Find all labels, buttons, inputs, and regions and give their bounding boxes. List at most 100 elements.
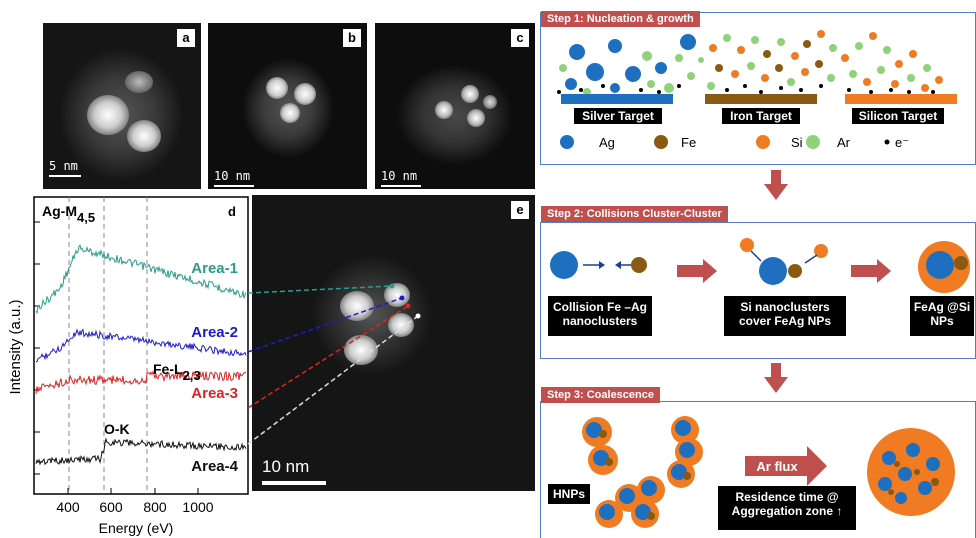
step1-title: Step 1: Nucleation & growth [541, 11, 700, 27]
legend-e: e⁻ [895, 135, 909, 150]
down-arrow-1 [764, 170, 788, 200]
step3-title: Step 3: Coalescence [541, 387, 660, 403]
panel-label-d-box [223, 202, 241, 220]
connector-area-3 [247, 305, 409, 409]
species-legend: Ag Fe Si Ar e⁻ [560, 135, 909, 150]
iron-target-plate [705, 94, 817, 104]
panel-label-a: a [177, 29, 195, 47]
eels-spectrum-panel: 400 600 800 1000 Energy (eV) Intensity (… [7, 196, 249, 536]
x-tick-1000: 1000 [182, 499, 213, 515]
connector-area-1 [247, 285, 393, 294]
legend-si: Si [791, 135, 803, 150]
panel-label-b: b [343, 29, 361, 47]
point-area-4 [415, 313, 421, 319]
nanoparticle [125, 71, 153, 93]
silver-target-plate [561, 94, 673, 104]
nanoparticle [127, 120, 161, 152]
scale-label-b: 10 nm [214, 169, 251, 183]
coalesced-particle [867, 428, 955, 516]
silver-target-label: Silver Target [582, 109, 654, 123]
legend-ag: Ag [599, 135, 615, 150]
silicon-target-plate [845, 94, 957, 104]
point-area-2 [399, 295, 405, 301]
scale-label-a: 5 nm [49, 159, 78, 173]
nanoparticle [461, 85, 479, 103]
ar-flux-label: Ar flux [756, 459, 798, 474]
step1-diagram: Silver Target Iron Target Silicon Target… [557, 30, 957, 150]
step2-arrow-2 [851, 259, 891, 283]
spectrum-area-4 [35, 437, 247, 466]
nanoparticle [87, 95, 129, 135]
scale-bar-a: 5 nm [49, 159, 109, 177]
nanoparticle [340, 291, 374, 321]
nanoparticle [467, 109, 485, 127]
down-arrow-2 [764, 363, 788, 393]
y-axis-label: Intensity (a.u.) [7, 299, 24, 394]
fe-cluster [631, 257, 647, 273]
hnp-cluster-1 [582, 417, 618, 475]
tem-panel-e: e 10 nm [252, 195, 535, 491]
silicon-target-particles [841, 32, 943, 94]
iron-target-label-bg [722, 108, 800, 124]
residence-time-label: Residence time @ Aggregation zone ↑ [718, 486, 856, 530]
legend-fe: Fe [681, 135, 696, 150]
legend-ar: Ar [837, 135, 851, 150]
nanoparticle [294, 83, 316, 105]
silver-target-particles [557, 34, 704, 96]
point-area-3 [405, 303, 411, 309]
nanoparticle [266, 77, 288, 99]
hnp-cluster-2 [667, 416, 703, 488]
hnps-label: HNPs [548, 484, 590, 504]
step2-label-feag-si: FeAg @Si NPs [910, 296, 974, 336]
panel-label-d: d [228, 204, 236, 219]
edge-label-ag: Ag-M4,5 [42, 203, 95, 225]
step2-title: Step 2: Collisions Cluster-Cluster [541, 206, 728, 222]
point-area-1 [389, 283, 395, 289]
panel-label-e: e [511, 201, 529, 219]
ar-flux-arrow [745, 446, 827, 486]
step2-label-si-cover: Si nanoclusters cover FeAg NPs [724, 296, 846, 336]
area-1-label: Area-1 [191, 260, 238, 277]
iron-target-particles [707, 30, 837, 94]
connector-area-4 [247, 315, 419, 445]
area-4-label: Area-4 [191, 458, 238, 475]
step2-label-collision: Collision Fe –Ag nanoclusters [548, 296, 652, 336]
tem-panel-b: b 10 nm [208, 23, 367, 189]
area-2-label: Area-2 [191, 324, 238, 341]
spectrum-area-1 [35, 244, 247, 315]
spectrum-area-2 [35, 328, 247, 363]
x-axis-label: Energy (eV) [99, 520, 174, 536]
tem-panel-a: a 5 nm [43, 23, 201, 189]
step3-diagram: Ar flux [582, 416, 955, 528]
x-tick-400: 400 [56, 499, 80, 515]
connector-area-2 [247, 297, 403, 353]
nanoparticle [388, 313, 414, 337]
step2-arrow-1 [677, 259, 717, 283]
step2-diagram [550, 238, 970, 293]
nanoparticle [435, 101, 453, 119]
tem-panel-c: c 10 nm [375, 23, 535, 189]
silicon-target-label: Silicon Target [859, 109, 937, 123]
scale-label-c: 10 nm [381, 169, 418, 183]
scale-label-e: 10 nm [262, 457, 310, 476]
edge-label-o: O-K [104, 421, 130, 437]
feag-ag-core [759, 257, 787, 285]
x-tick-800: 800 [143, 499, 167, 515]
hnp-cluster-3 [595, 476, 665, 528]
scale-bar-c: 10 nm [381, 169, 441, 187]
nanoparticle [483, 95, 497, 109]
spectrum-area-3 [35, 370, 247, 394]
iron-target-label: Iron Target [730, 109, 792, 123]
panel-label-c: c [511, 29, 529, 47]
silicon-target-label-bg [852, 108, 944, 124]
x-ticks [67, 488, 199, 494]
scale-bar-b: 10 nm [214, 169, 274, 187]
ag-cluster [550, 251, 578, 279]
edge-label-fe: Fe-L2,3 [153, 361, 201, 383]
spectrum-frame [33, 196, 249, 495]
scale-bar-e: 10 nm [262, 457, 352, 485]
nanoparticle [280, 103, 300, 123]
x-tick-600: 600 [99, 499, 123, 515]
silver-target-label-bg [574, 108, 662, 124]
